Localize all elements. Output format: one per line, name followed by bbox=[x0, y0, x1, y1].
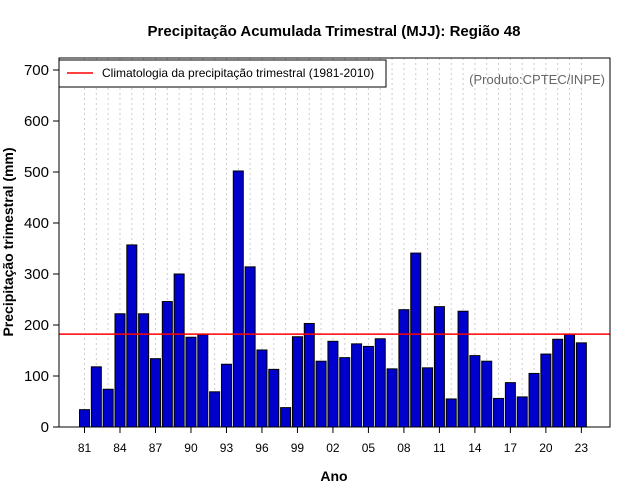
bar-2017 bbox=[504, 382, 516, 428]
bar-1997 bbox=[268, 368, 280, 428]
bar-1985 bbox=[126, 244, 138, 428]
y-tick-label-700: 700 bbox=[24, 62, 49, 79]
bar-2003 bbox=[339, 357, 351, 428]
x-tick-label-05: 05 bbox=[362, 441, 376, 455]
bar-2000 bbox=[303, 322, 315, 428]
y-axis-label: Precipitação trimestral (mm) bbox=[0, 147, 16, 336]
bar-2021 bbox=[552, 338, 564, 428]
x-tick-label-93: 93 bbox=[220, 441, 234, 455]
bar-2006 bbox=[374, 338, 386, 428]
bar-1987 bbox=[149, 358, 161, 428]
legend: Climatologia da precipitação trimestral … bbox=[58, 59, 387, 88]
bar-1989 bbox=[173, 273, 185, 428]
x-tick-label-08: 08 bbox=[397, 441, 411, 455]
bar-1991 bbox=[197, 334, 209, 428]
bar-series bbox=[79, 170, 587, 428]
bar-2004 bbox=[351, 343, 363, 428]
chart-title: Precipitação Acumulada Trimestral (MJJ):… bbox=[148, 23, 521, 40]
x-tick-label-90: 90 bbox=[184, 441, 198, 455]
gridlines bbox=[84, 58, 582, 427]
bar-1993 bbox=[220, 363, 232, 428]
x-tick-label-14: 14 bbox=[468, 441, 482, 455]
bar-2001 bbox=[315, 360, 327, 428]
x-tick-label-96: 96 bbox=[255, 441, 269, 455]
bar-1990 bbox=[185, 336, 197, 428]
bar-2015 bbox=[481, 360, 493, 428]
x-axis-label: Ano bbox=[320, 468, 347, 484]
bar-2010 bbox=[422, 367, 434, 428]
bar-1999 bbox=[291, 336, 303, 428]
bar-1994 bbox=[232, 170, 244, 428]
legend-box bbox=[58, 59, 387, 88]
y-tick-label-200: 200 bbox=[24, 317, 49, 334]
y-axis: 0 100 200 300 400 500 600 700 bbox=[24, 62, 59, 436]
bar-2020 bbox=[540, 353, 552, 428]
x-tick-label-99: 99 bbox=[291, 441, 305, 455]
bar-1984 bbox=[114, 313, 126, 428]
plot-frame bbox=[58, 57, 611, 428]
bar-2008 bbox=[398, 309, 410, 428]
bar-1982 bbox=[90, 366, 102, 428]
x-tick-label-81: 81 bbox=[78, 441, 92, 455]
bar-1983 bbox=[102, 388, 114, 428]
bar-2022 bbox=[564, 333, 576, 428]
bar-2018 bbox=[516, 396, 528, 428]
y-tick-label-100: 100 bbox=[24, 368, 49, 385]
x-axis: 81 84 87 90 93 96 99 02 05 08 11 14 17 20 23 bbox=[78, 427, 589, 455]
x-tick-label-23: 23 bbox=[575, 441, 589, 455]
bar-2014 bbox=[469, 355, 481, 428]
bar-1992 bbox=[209, 391, 221, 428]
bar-2009 bbox=[410, 252, 422, 428]
x-tick-label-11: 11 bbox=[433, 441, 446, 455]
x-tick-label-02: 02 bbox=[326, 441, 340, 455]
bar-2002 bbox=[327, 340, 339, 428]
bar-1998 bbox=[280, 407, 292, 428]
bar-1988 bbox=[161, 301, 173, 428]
bar-2023 bbox=[575, 342, 587, 428]
y-tick-label-300: 300 bbox=[24, 266, 49, 283]
bar-2007 bbox=[386, 368, 398, 428]
x-tick-label-84: 84 bbox=[113, 441, 127, 455]
x-tick-label-87: 87 bbox=[149, 441, 163, 455]
y-tick-label-400: 400 bbox=[24, 215, 49, 232]
y-tick-label-0: 0 bbox=[41, 419, 49, 436]
bar-2011 bbox=[433, 306, 445, 428]
bar-2005 bbox=[362, 345, 374, 428]
bar-2012 bbox=[445, 398, 457, 428]
bar-2016 bbox=[493, 397, 505, 428]
bar-1981 bbox=[79, 409, 90, 428]
y-tick-label-500: 500 bbox=[24, 164, 49, 181]
bar-1996 bbox=[256, 349, 268, 428]
bar-2013 bbox=[457, 310, 469, 428]
legend-label: Climatologia da precipitação trimestral … bbox=[102, 66, 374, 80]
bar-1986 bbox=[138, 313, 150, 428]
bar-2019 bbox=[528, 372, 540, 428]
x-tick-label-20: 20 bbox=[539, 441, 553, 455]
product-credit: (Produto:CPTEC/INPE) bbox=[469, 72, 605, 87]
y-tick-label-600: 600 bbox=[24, 113, 49, 130]
bar-1995 bbox=[244, 266, 256, 428]
x-tick-label-17: 17 bbox=[504, 441, 518, 455]
